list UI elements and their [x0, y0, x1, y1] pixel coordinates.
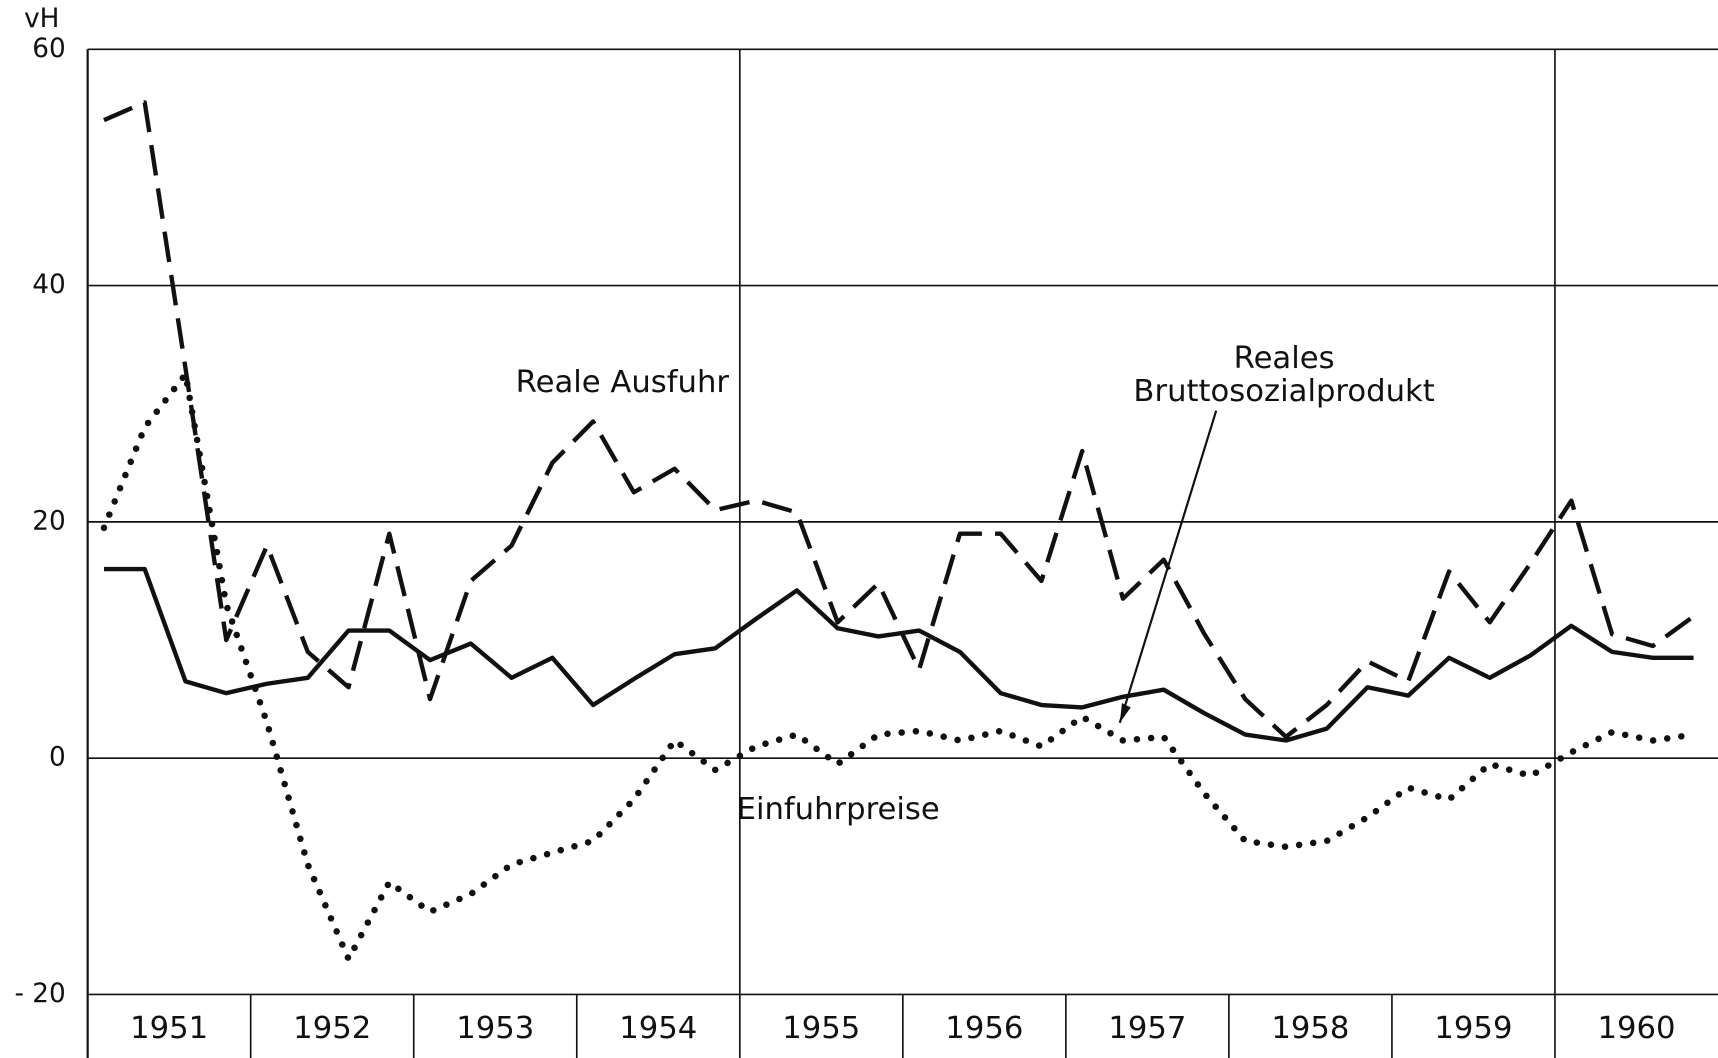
- x-tick-label: 1957: [1108, 1011, 1186, 1046]
- series-label: Reales Bruttosozialprodukt: [1133, 341, 1434, 409]
- y-tick-label: 0: [49, 743, 66, 773]
- x-tick-label: 1959: [1434, 1011, 1512, 1046]
- y-tick-label: 60: [32, 34, 65, 64]
- grid: - 20 0 20 40 60 1951 1952 1953 1954 1955 1956 1957 1…: [14, 34, 1718, 1058]
- x-tick-label: 1960: [1597, 1011, 1675, 1046]
- arrow-head: [1119, 703, 1131, 723]
- data-line: [100, 370, 1697, 963]
- y-tick-label: 20: [32, 506, 65, 536]
- x-tick-label: 1955: [782, 1011, 860, 1046]
- series-lines: [100, 100, 1697, 963]
- series-label: Reale Ausfuhr: [516, 365, 730, 400]
- y-axis-label: vH: [24, 4, 59, 34]
- annotation-arrow: [1118, 410, 1218, 724]
- y-tick-label: - 20: [14, 979, 65, 1009]
- x-tick-label: 1958: [1271, 1011, 1349, 1046]
- data-line: [103, 100, 1695, 740]
- x-tick-label: 1953: [456, 1011, 534, 1046]
- y-tick-label: 40: [32, 270, 65, 300]
- data-line: [103, 566, 1694, 743]
- x-tick-label: 1951: [130, 1011, 208, 1046]
- x-tick-label: 1954: [619, 1011, 697, 1046]
- x-tick-label: 1956: [945, 1011, 1023, 1046]
- x-tick-label: 1952: [293, 1011, 371, 1046]
- series-label: Einfuhrpreise: [737, 792, 940, 827]
